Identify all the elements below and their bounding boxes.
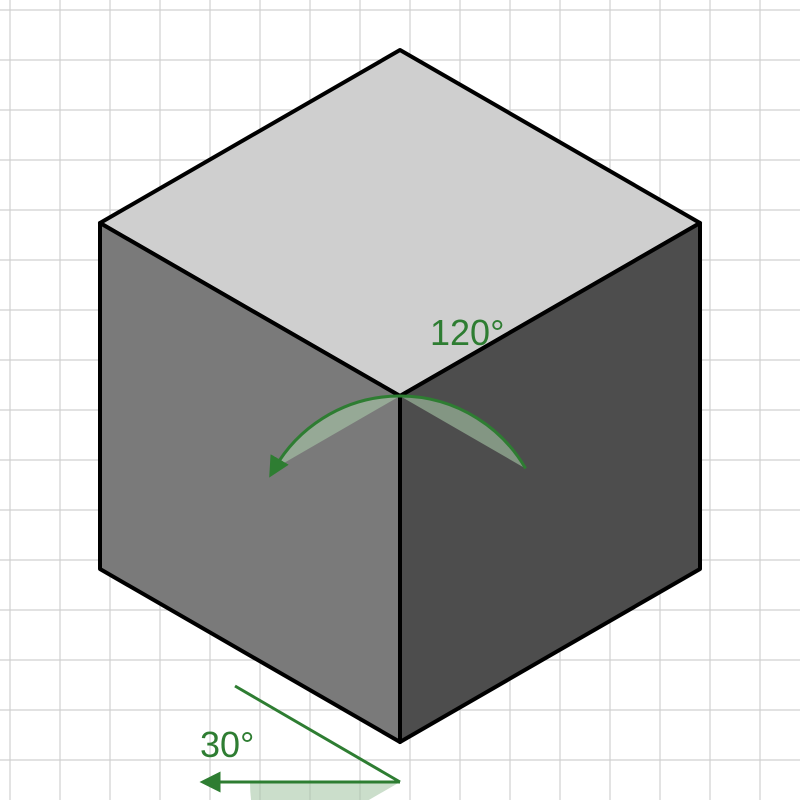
angle-120-label: 120°	[430, 312, 504, 353]
isometric-cube-diagram: 120° 30°	[0, 0, 800, 800]
angle-30-label: 30°	[200, 724, 254, 765]
